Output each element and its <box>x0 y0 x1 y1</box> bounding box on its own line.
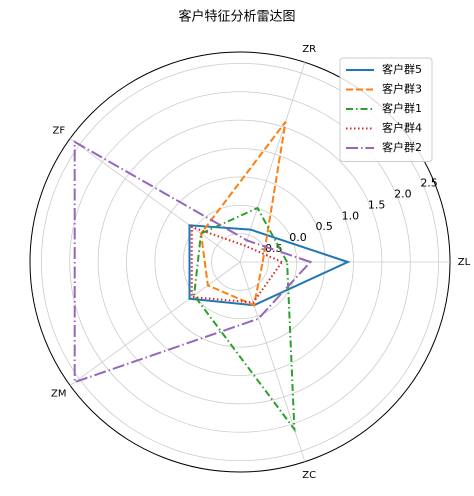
r-tick-label: 0.5 <box>315 220 333 233</box>
r-tick-label: 0.0 <box>289 231 307 244</box>
category-label: ZF <box>52 125 65 136</box>
legend-label: 客户群2 <box>382 140 422 154</box>
legend-box <box>339 57 433 162</box>
category-label: ZR <box>302 44 316 55</box>
category-label: ZL <box>458 257 471 268</box>
category-label: ZC <box>302 470 316 481</box>
series-line <box>73 140 313 384</box>
legend-label: 客户群1 <box>382 101 422 115</box>
r-tick-label: 1.5 <box>368 198 386 211</box>
series-line <box>190 225 284 304</box>
r-tick-label: 1.0 <box>342 209 360 222</box>
legend-label: 客户群5 <box>382 62 422 76</box>
category-label: ZM <box>51 389 66 400</box>
series-line <box>193 206 296 433</box>
chart-title: 客户特征分析雷达图 <box>178 9 295 25</box>
legend-label: 客户群3 <box>382 82 422 96</box>
series-line <box>188 224 351 307</box>
legend-label: 客户群4 <box>382 121 422 135</box>
r-tick-label: 2.5 <box>420 177 438 190</box>
spoke <box>69 261 241 386</box>
r-tick-label: 2.0 <box>394 188 412 201</box>
spoke <box>69 138 241 263</box>
